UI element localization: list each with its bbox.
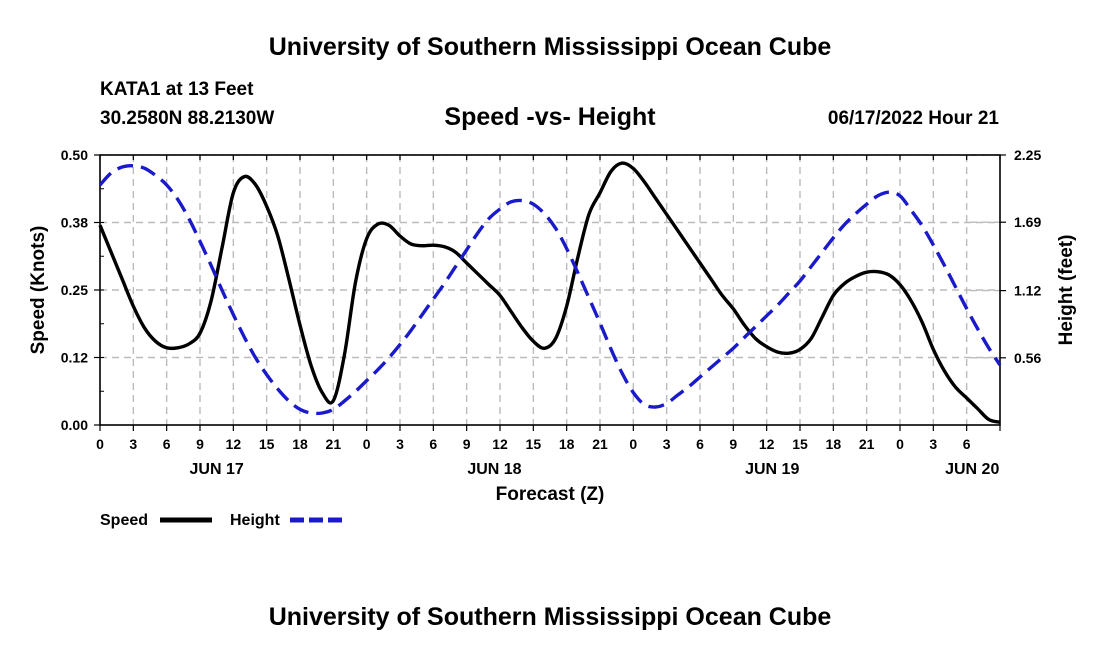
y2-tick-label: 1.69 [1014,214,1041,230]
y-axis-label: Speed (Knots) [28,226,49,355]
y-tick-label: 0.25 [61,282,88,298]
y-tick-label: 0.12 [61,350,88,366]
x-tick-label: 9 [196,436,204,452]
x-tick-label: 6 [696,436,704,452]
x-tick-label: 15 [259,436,275,452]
x-tick-label: 0 [629,436,637,452]
x-tick-label: 6 [429,436,437,452]
y2-tick-label: 1.12 [1014,283,1041,299]
y-tick-label: 0.00 [61,417,88,433]
footer-title: University of Southern Mississippi Ocean… [269,603,832,631]
x-tick-label: 9 [463,436,471,452]
location-label: 30.2580N 88.2130W [100,108,274,129]
x-tick-label: 3 [396,436,404,452]
chart-title: Speed -vs- Height [444,103,656,131]
day-label: JUN 19 [745,461,799,478]
x-tick-label: 0 [96,436,104,452]
x-tick-label: 12 [226,436,242,452]
x-tick-label: 21 [859,436,875,452]
day-label: JUN 20 [945,461,999,478]
x-tick-label: 3 [663,436,671,452]
x-tick-label: 15 [792,436,808,452]
x-tick-label: 18 [826,436,842,452]
x-tick-label: 15 [526,436,542,452]
x-tick-label: 21 [326,436,342,452]
legend-height-label: Height [230,512,280,529]
x-tick-label: 9 [729,436,737,452]
series-height-line [98,164,1002,416]
page-title: University of Southern Mississippi Ocean… [269,33,832,61]
x-axis-label: Forecast (Z) [496,484,605,505]
axis-ticks: 0 3 6 9 12 15 18 21 0 3 6 9 12 15 18 21 0 3 6 9 12 15 18 21 0 3 6 0… [61,147,1042,478]
day-label: JUN 18 [467,461,521,478]
x-tick-label: 6 [163,436,171,452]
chart-series [98,161,1002,424]
chart-legend: Speed Height [100,512,342,529]
x-tick-label: 3 [129,436,137,452]
station-label: KATA1 at 13 Feet [100,79,254,100]
legend-speed-label: Speed [100,512,148,529]
y-tick-label: 0.38 [61,215,88,231]
y2-tick-label: 2.25 [1014,147,1041,163]
datetime-label: 06/17/2022 Hour 21 [828,108,1000,129]
y-tick-label: 0.50 [61,147,88,163]
y2-tick-label: 0.56 [1014,350,1041,366]
x-tick-label: 6 [963,436,971,452]
chart-grid [100,154,1000,425]
x-tick-label: 0 [896,436,904,452]
y2-axis-label: Height (feet) [1056,235,1077,346]
x-tick-label: 0 [363,436,371,452]
x-tick-label: 12 [492,436,508,452]
x-tick-label: 18 [292,436,308,452]
day-label: JUN 17 [190,461,244,478]
series-speed-line [98,161,1001,424]
x-tick-label: 3 [929,436,937,452]
x-tick-label: 18 [559,436,575,452]
x-tick-label: 21 [592,436,608,452]
x-tick-label: 12 [759,436,775,452]
